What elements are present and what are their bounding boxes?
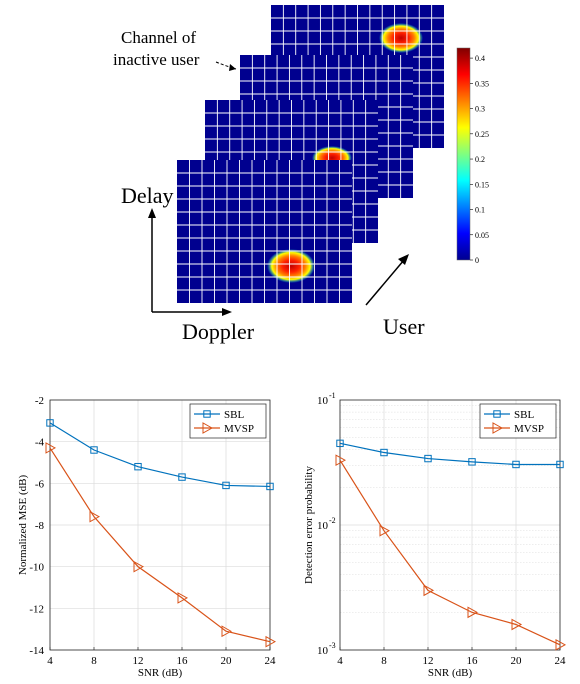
channel-hotspot: [267, 249, 315, 283]
series-point-sbl: [178, 473, 186, 481]
series-point-sbl: [46, 419, 54, 427]
legend-marker: [492, 422, 504, 434]
x-tick-label: 4: [337, 655, 343, 667]
series-point-mvsp: [555, 638, 567, 651]
y-tick-label: 10: [317, 520, 329, 532]
y-tick-label: -14: [29, 645, 44, 657]
channel-grid-panel: [177, 160, 352, 303]
user-axis-arrowhead: [398, 254, 409, 265]
doppler-axis-arrowhead: [222, 308, 232, 316]
x-tick-label: 20: [221, 655, 233, 667]
y-tick-label: 10: [317, 645, 329, 657]
x-tick-label: 24: [555, 655, 567, 667]
y-tick-exponent: -1: [329, 391, 336, 400]
series-point-mvsp: [45, 442, 57, 454]
y-axis-label: Normalized MSE (dB): [17, 475, 29, 576]
series-point-sbl: [222, 481, 230, 490]
annotation-arrowhead: [229, 64, 236, 71]
series-point-sbl: [90, 446, 98, 454]
series-point-sbl: [512, 460, 520, 469]
series-point-mvsp: [133, 560, 145, 573]
y-tick-label: -2: [35, 395, 44, 407]
y-axis-label: Detection error probability: [303, 466, 315, 584]
colorbar-ticks: 0.4 0.35 0.3 0.25 0.2 0.15 0.1 0.05 0: [470, 54, 489, 265]
x-tick-label: 12: [133, 655, 144, 667]
series-point-mvsp: [89, 510, 101, 523]
series-point-sbl: [266, 482, 274, 491]
series-point-sbl: [380, 448, 388, 457]
x-axis-label: SNR (dB): [138, 667, 183, 679]
channel-grid-stack: [177, 5, 444, 303]
series-point-sbl: [424, 454, 432, 463]
series-point-mvsp: [511, 618, 523, 631]
series-point-sbl: [556, 460, 564, 469]
y-tick-label: 10: [317, 395, 329, 407]
colorbar-tick-label: 0.3: [475, 105, 485, 114]
series-point-mvsp: [467, 606, 479, 619]
colorbar-tick-label: 0.05: [475, 231, 489, 240]
series-point-mvsp: [177, 592, 189, 604]
legend-label: SBL: [514, 409, 534, 421]
channel-hotspot: [379, 23, 423, 53]
plot-frame: [49, 399, 271, 651]
colorbar-tick-label: 0.1: [475, 206, 485, 215]
series-point-sbl: [336, 439, 344, 448]
y-tick-label: -8: [35, 520, 45, 532]
series-point-mvsp: [221, 625, 233, 638]
series-point-sbl: [468, 458, 476, 466]
grid-lines: [177, 160, 352, 303]
series-point-mvsp: [379, 524, 391, 537]
colorbar-tick-label: 0.25: [475, 130, 489, 139]
series-point-mvsp: [423, 584, 435, 597]
x-axis-label: SNR (dB): [428, 667, 473, 679]
colorbar-tick-label: 0.15: [475, 180, 489, 189]
colorbar-tick-label: 0.4: [475, 54, 485, 63]
x-tick-label: 16: [467, 655, 479, 667]
colorbar: [456, 47, 471, 261]
delay-axis-arrowhead: [148, 208, 156, 218]
series-line-sbl: [339, 442, 560, 466]
x-tick-label: 20: [511, 655, 523, 667]
legend-label: MVSP: [224, 423, 254, 435]
series-point-mvsp: [335, 454, 347, 467]
colorbar-tick-label: 0.35: [475, 79, 489, 88]
legend-label: MVSP: [514, 423, 544, 435]
series-line-sbl: [49, 422, 271, 488]
user-axis-line: [365, 259, 405, 306]
series-point-sbl: [134, 462, 142, 471]
y-tick-label: -6: [35, 478, 45, 490]
legend-marker: [493, 410, 501, 418]
x-tick-label: 8: [381, 655, 387, 667]
y-tick-exponent: -3: [329, 641, 336, 650]
annotation-arrow: [215, 61, 237, 70]
x-tick-label: 16: [177, 655, 189, 667]
annotation-label-line1: Channel of: [121, 28, 196, 47]
legend-label: SBL: [224, 409, 244, 421]
y-tick-label: -10: [29, 562, 44, 574]
y-tick-label: -12: [29, 603, 44, 615]
colorbar-tick-label: 0: [475, 256, 479, 265]
x-tick-label: 8: [91, 655, 97, 667]
legend-marker: [203, 410, 211, 418]
doppler-axis-label: Doppler: [182, 319, 255, 344]
y-tick-label: -4: [35, 437, 45, 449]
delay-axis-label: Delay: [121, 183, 174, 208]
nmse-chart: 4 8 12 16 20 24 -2 -4 -6 -8 -10 -12 -14 SNR (dB) Norma…: [17, 395, 277, 679]
delay-doppler-user-figure: Channel of inactive user 0.40.350.30.250…: [113, 5, 489, 344]
user-axis-label: User: [383, 314, 425, 339]
plot-frame: [339, 399, 561, 651]
y-tick-exponent: -2: [329, 516, 336, 525]
legend-marker: [202, 422, 214, 434]
series-line-mvsp: [339, 459, 561, 646]
x-tick-label: 12: [423, 655, 434, 667]
x-tick-label: 4: [47, 655, 53, 667]
x-tick-label: 24: [265, 655, 277, 667]
colorbar-tick-label: 0.2: [475, 155, 485, 164]
series-point-mvsp: [265, 635, 277, 648]
series-line-mvsp: [49, 447, 271, 643]
annotation-label-line2: inactive user: [113, 50, 200, 69]
